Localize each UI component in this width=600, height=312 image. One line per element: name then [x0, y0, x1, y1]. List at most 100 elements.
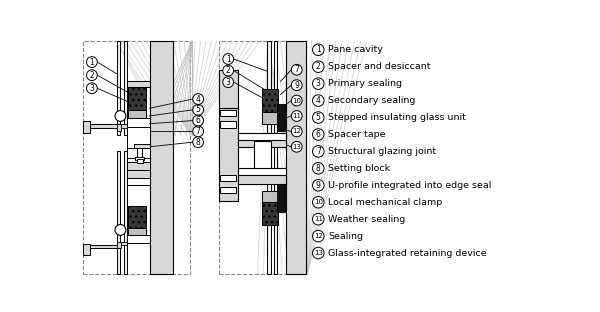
Bar — [268, 41, 271, 274]
Bar — [137, 148, 142, 158]
Text: Spacer and desiccant: Spacer and desiccant — [328, 62, 431, 71]
Circle shape — [223, 54, 233, 64]
Text: 12: 12 — [314, 233, 323, 239]
Circle shape — [193, 126, 203, 137]
Bar — [220, 175, 236, 182]
Circle shape — [86, 83, 97, 94]
Bar — [118, 124, 121, 131]
Text: Sealing: Sealing — [328, 232, 363, 241]
Bar — [127, 80, 149, 87]
Text: 9: 9 — [316, 181, 321, 190]
Bar — [83, 124, 119, 128]
Bar — [262, 202, 278, 225]
Bar — [127, 118, 149, 128]
Bar — [83, 121, 91, 133]
Text: Structural glazing joint: Structural glazing joint — [328, 147, 436, 156]
Text: Local mechanical clamp: Local mechanical clamp — [328, 198, 443, 207]
Circle shape — [313, 95, 324, 106]
Bar — [127, 127, 149, 148]
Circle shape — [193, 137, 203, 148]
Bar — [286, 41, 306, 274]
Bar — [128, 110, 146, 124]
Bar — [127, 235, 149, 243]
Text: 4: 4 — [196, 95, 200, 104]
Circle shape — [223, 65, 233, 76]
Bar — [127, 162, 149, 171]
Circle shape — [313, 129, 324, 140]
Text: 7: 7 — [316, 147, 321, 156]
Text: 3: 3 — [89, 84, 94, 93]
Bar — [127, 170, 149, 178]
Bar — [220, 121, 236, 128]
Bar — [137, 159, 143, 163]
Text: 10: 10 — [292, 98, 301, 104]
Bar — [83, 245, 119, 248]
Circle shape — [313, 197, 324, 208]
Circle shape — [115, 110, 126, 121]
Text: 3: 3 — [226, 78, 230, 87]
Circle shape — [193, 94, 203, 105]
Circle shape — [86, 57, 97, 67]
Bar — [124, 151, 127, 274]
Text: 1: 1 — [316, 45, 320, 54]
Circle shape — [292, 95, 302, 106]
Circle shape — [313, 163, 324, 174]
Text: Setting block: Setting block — [328, 164, 391, 173]
Bar — [238, 133, 286, 141]
Circle shape — [313, 179, 324, 191]
Bar — [220, 187, 236, 193]
Circle shape — [115, 225, 126, 235]
Circle shape — [313, 61, 324, 72]
Bar — [262, 191, 278, 202]
Circle shape — [313, 44, 324, 56]
Circle shape — [86, 70, 97, 80]
Text: 5: 5 — [196, 105, 200, 114]
Circle shape — [313, 146, 324, 157]
Bar — [219, 70, 238, 108]
Text: 12: 12 — [292, 128, 301, 134]
Bar — [83, 41, 190, 274]
Circle shape — [292, 126, 302, 137]
Circle shape — [193, 115, 203, 126]
Bar — [127, 148, 149, 158]
Text: Spacer tape: Spacer tape — [328, 130, 386, 139]
Bar — [128, 206, 146, 228]
Bar — [134, 144, 149, 148]
Text: 13: 13 — [314, 250, 323, 256]
Bar — [124, 41, 127, 135]
Bar — [277, 185, 286, 212]
Bar — [83, 244, 91, 255]
Bar — [119, 242, 127, 245]
Bar — [274, 41, 277, 274]
Text: 1: 1 — [226, 55, 230, 64]
Bar — [277, 105, 286, 131]
Circle shape — [313, 247, 324, 259]
Text: Glass-integrated retaining device: Glass-integrated retaining device — [328, 249, 487, 257]
Text: 13: 13 — [292, 144, 301, 150]
Text: Weather sealing: Weather sealing — [328, 215, 406, 224]
Bar — [254, 141, 271, 170]
Circle shape — [313, 112, 324, 123]
Bar — [116, 151, 119, 274]
Bar — [128, 87, 146, 110]
Circle shape — [292, 80, 302, 90]
Text: Secondary sealing: Secondary sealing — [328, 96, 416, 105]
Bar — [127, 178, 149, 185]
Circle shape — [193, 105, 203, 115]
Text: 6: 6 — [316, 130, 321, 139]
Bar — [262, 112, 278, 124]
Text: 2: 2 — [226, 66, 230, 75]
Text: 3: 3 — [316, 79, 321, 88]
Circle shape — [313, 213, 324, 225]
Text: U-profile integrated into edge seal: U-profile integrated into edge seal — [328, 181, 491, 190]
Text: 4: 4 — [316, 96, 321, 105]
Bar — [135, 157, 144, 160]
Bar — [238, 168, 286, 176]
Circle shape — [313, 230, 324, 242]
Bar — [119, 124, 127, 128]
Text: 10: 10 — [314, 199, 323, 205]
Text: 2: 2 — [316, 62, 320, 71]
Text: 7: 7 — [196, 127, 200, 136]
Text: 1: 1 — [89, 58, 94, 66]
Bar — [220, 110, 236, 116]
